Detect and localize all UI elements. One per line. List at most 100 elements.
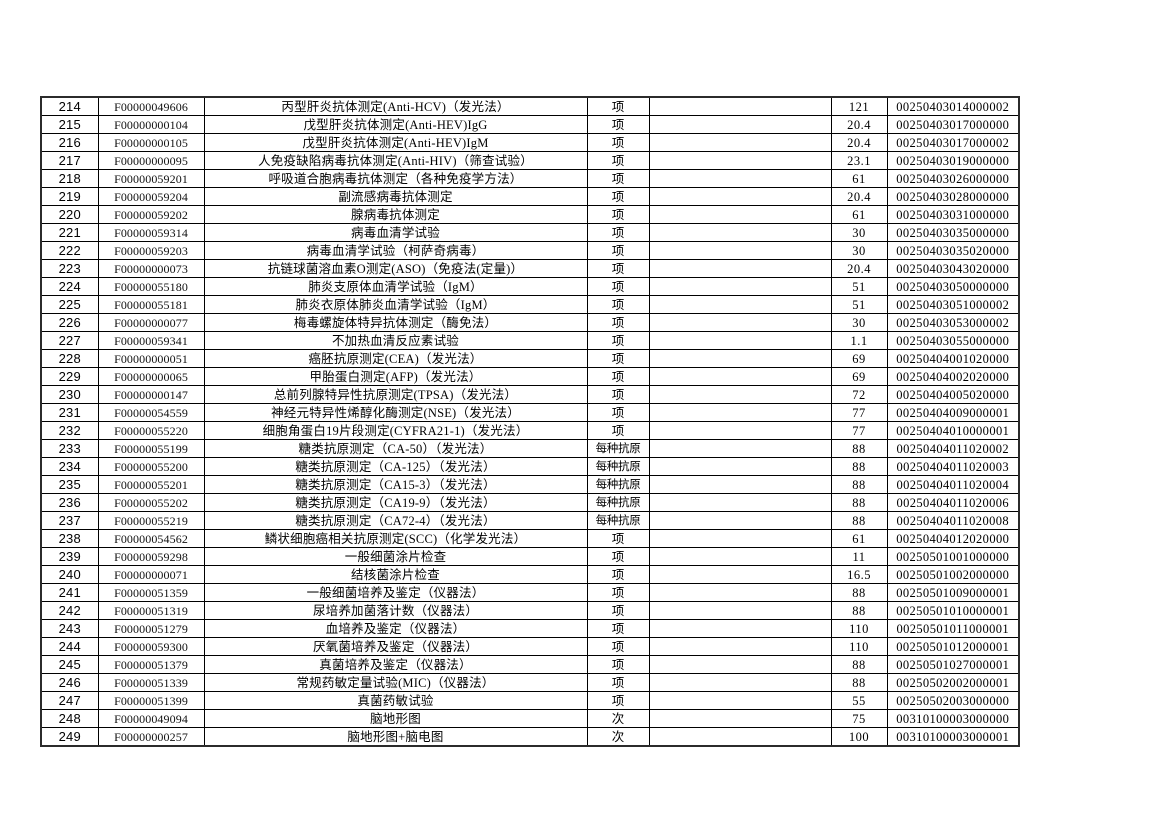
row-item-name: 癌胚抗原测定(CEA)（发光法） [203, 349, 588, 368]
table-row: 214 F00000049606 丙型肝炎抗体测定(Anti-HCV)（发光法）项 1… [40, 96, 1020, 116]
row-unit: 项 [586, 673, 650, 692]
table-row: 224 F00000055180 肺炎支原体血清学试验（IgM）项 51 0025040… [40, 277, 1020, 296]
row-sequence-number: 227 [40, 331, 99, 350]
row-national-code: 00250404001020000 [886, 349, 1020, 368]
row-price: 1.1 [830, 331, 888, 350]
table-row: 238 F00000054562 鳞状细胞癌相关抗原测定(SCC)（化学发光法）项 6… [40, 529, 1020, 548]
row-unit: 项 [586, 133, 650, 152]
table-row: 217 F00000000095 人免疫缺陷病毒抗体测定(Anti-HIV)（筛查试… [40, 151, 1020, 170]
table-row: 240 F00000000071 结核菌涂片检查项 16.5 0025050100200… [40, 565, 1020, 584]
row-item-code: F00000059202 [97, 205, 205, 224]
row-item-name: 副流感病毒抗体测定 [203, 187, 588, 206]
row-item-name: 梅毒螺旋体特异抗体测定（酶免法） [203, 313, 588, 332]
row-empty-cell [648, 457, 832, 476]
row-national-code: 00250403028000000 [886, 187, 1020, 206]
row-sequence-number: 224 [40, 277, 99, 296]
row-item-code: F00000051339 [97, 673, 205, 692]
row-national-code: 00250403050000000 [886, 277, 1020, 296]
row-item-code: F00000051379 [97, 655, 205, 674]
row-price: 30 [830, 223, 888, 242]
row-item-name: 真菌药敏试验 [203, 691, 588, 710]
row-empty-cell [648, 727, 832, 747]
row-unit: 项 [586, 367, 650, 386]
row-unit: 项 [586, 421, 650, 440]
row-item-name: 呼吸道合胞病毒抗体测定（各种免疫学方法） [203, 169, 588, 188]
row-empty-cell [648, 673, 832, 692]
row-unit: 每种抗原 [586, 439, 650, 458]
row-national-code: 00250404011020008 [886, 511, 1020, 530]
table-row: 237 F00000055219 糖类抗原测定（CA72-4）（发光法） 每种抗原 88… [40, 511, 1020, 530]
row-sequence-number: 221 [40, 223, 99, 242]
row-price: 121 [830, 96, 888, 116]
row-unit: 项 [586, 565, 650, 584]
row-unit: 项 [586, 277, 650, 296]
row-item-code: F00000049606 [97, 96, 205, 116]
table-row: 234 F00000055200 糖类抗原测定（CA-125）（发光法） 每种抗原 88… [40, 457, 1020, 476]
row-national-code: 00250404002020000 [886, 367, 1020, 386]
row-price: 61 [830, 205, 888, 224]
row-unit: 每种抗原 [586, 511, 650, 530]
row-sequence-number: 247 [40, 691, 99, 710]
table-row: 242 F00000051319 尿培养加菌落计数（仪器法）项 88 002505010… [40, 601, 1020, 620]
table-row: 245 F00000051379 真菌培养及鉴定（仪器法）项 88 0025050102… [40, 655, 1020, 674]
row-price: 110 [830, 637, 888, 656]
row-empty-cell [648, 169, 832, 188]
table-row: 236 F00000055202 糖类抗原测定（CA19-9）（发光法） 每种抗原 88… [40, 493, 1020, 512]
row-sequence-number: 240 [40, 565, 99, 584]
table-row: 231 F00000054559 神经元特异性烯醇化酶测定(NSE)（发光法）项 77… [40, 403, 1020, 422]
row-empty-cell [648, 421, 832, 440]
row-unit: 项 [586, 619, 650, 638]
row-item-name: 肺炎衣原体肺炎血清学试验（IgM） [203, 295, 588, 314]
row-national-code: 00250501012000001 [886, 637, 1020, 656]
row-national-code: 00250403019000000 [886, 151, 1020, 170]
table-row: 235 F00000055201 糖类抗原测定（CA15-3）（发光法） 每种抗原 88… [40, 475, 1020, 494]
row-item-name: 常规药敏定量试验(MIC)（仪器法） [203, 673, 588, 692]
row-national-code: 00310100003000001 [886, 727, 1020, 747]
row-item-code: F00000055181 [97, 295, 205, 314]
row-item-name: 不加热血清反应素试验 [203, 331, 588, 350]
row-item-name: 糖类抗原测定（CA15-3）（发光法） [203, 475, 588, 494]
row-price: 77 [830, 403, 888, 422]
row-sequence-number: 232 [40, 421, 99, 440]
row-national-code: 00250501002000000 [886, 565, 1020, 584]
row-empty-cell [648, 151, 832, 170]
row-sequence-number: 231 [40, 403, 99, 422]
row-national-code: 00250404010000001 [886, 421, 1020, 440]
row-sequence-number: 220 [40, 205, 99, 224]
row-price: 75 [830, 709, 888, 728]
row-national-code: 00250403055000000 [886, 331, 1020, 350]
row-item-code: F00000051319 [97, 601, 205, 620]
row-unit: 项 [586, 205, 650, 224]
row-item-code: F00000059300 [97, 637, 205, 656]
row-empty-cell [648, 331, 832, 350]
row-item-name: 尿培养加菌落计数（仪器法） [203, 601, 588, 620]
row-empty-cell [648, 313, 832, 332]
row-national-code: 00250501010000001 [886, 601, 1020, 620]
row-sequence-number: 242 [40, 601, 99, 620]
row-price: 88 [830, 457, 888, 476]
row-empty-cell [648, 691, 832, 710]
row-empty-cell [648, 511, 832, 530]
row-sequence-number: 238 [40, 529, 99, 548]
row-price: 51 [830, 277, 888, 296]
row-unit: 项 [586, 241, 650, 260]
row-unit: 项 [586, 403, 650, 422]
row-price: 72 [830, 385, 888, 404]
table-row: 216 F00000000105 戊型肝炎抗体测定(Anti-HEV)IgM 项 20.… [40, 133, 1020, 152]
row-item-name: 抗链球菌溶血素O测定(ASO)（免疫法(定量)） [203, 259, 588, 278]
row-sequence-number: 241 [40, 583, 99, 602]
row-item-name: 糖类抗原测定（CA-50）（发光法） [203, 439, 588, 458]
row-unit: 项 [586, 187, 650, 206]
table-row: 220 F00000059202 腺病毒抗体测定项 61 002504030310000… [40, 205, 1020, 224]
row-empty-cell [648, 475, 832, 494]
row-national-code: 00250404011020003 [886, 457, 1020, 476]
row-item-code: F00000059314 [97, 223, 205, 242]
row-sequence-number: 239 [40, 547, 99, 566]
row-item-name: 病毒血清学试验 [203, 223, 588, 242]
row-national-code: 00250403053000002 [886, 313, 1020, 332]
row-national-code: 00250404005020000 [886, 385, 1020, 404]
row-sequence-number: 226 [40, 313, 99, 332]
row-item-code: F00000000105 [97, 133, 205, 152]
row-sequence-number: 217 [40, 151, 99, 170]
